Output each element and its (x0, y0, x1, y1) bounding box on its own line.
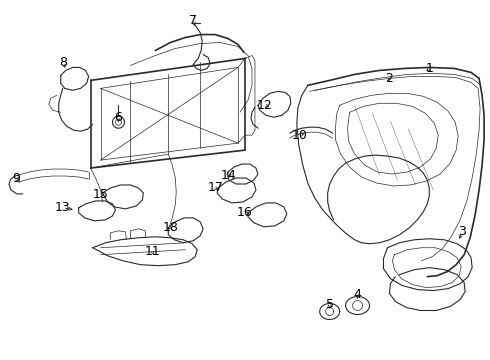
Text: 3: 3 (458, 225, 466, 238)
Text: 11: 11 (145, 245, 160, 258)
Text: 17: 17 (207, 181, 223, 194)
Text: 15: 15 (93, 188, 108, 202)
Text: 9: 9 (12, 171, 20, 185)
Text: 13: 13 (55, 201, 71, 215)
Text: 10: 10 (292, 129, 308, 142)
Text: 4: 4 (354, 288, 362, 301)
Text: 14: 14 (220, 168, 236, 181)
Text: 18: 18 (162, 221, 178, 234)
Text: 6: 6 (115, 111, 122, 124)
Text: 16: 16 (237, 206, 253, 219)
Text: 7: 7 (189, 14, 197, 27)
Text: 8: 8 (59, 56, 67, 69)
Text: 12: 12 (257, 99, 273, 112)
Text: 5: 5 (326, 298, 334, 311)
Text: 2: 2 (386, 72, 393, 85)
Text: 1: 1 (425, 62, 433, 75)
